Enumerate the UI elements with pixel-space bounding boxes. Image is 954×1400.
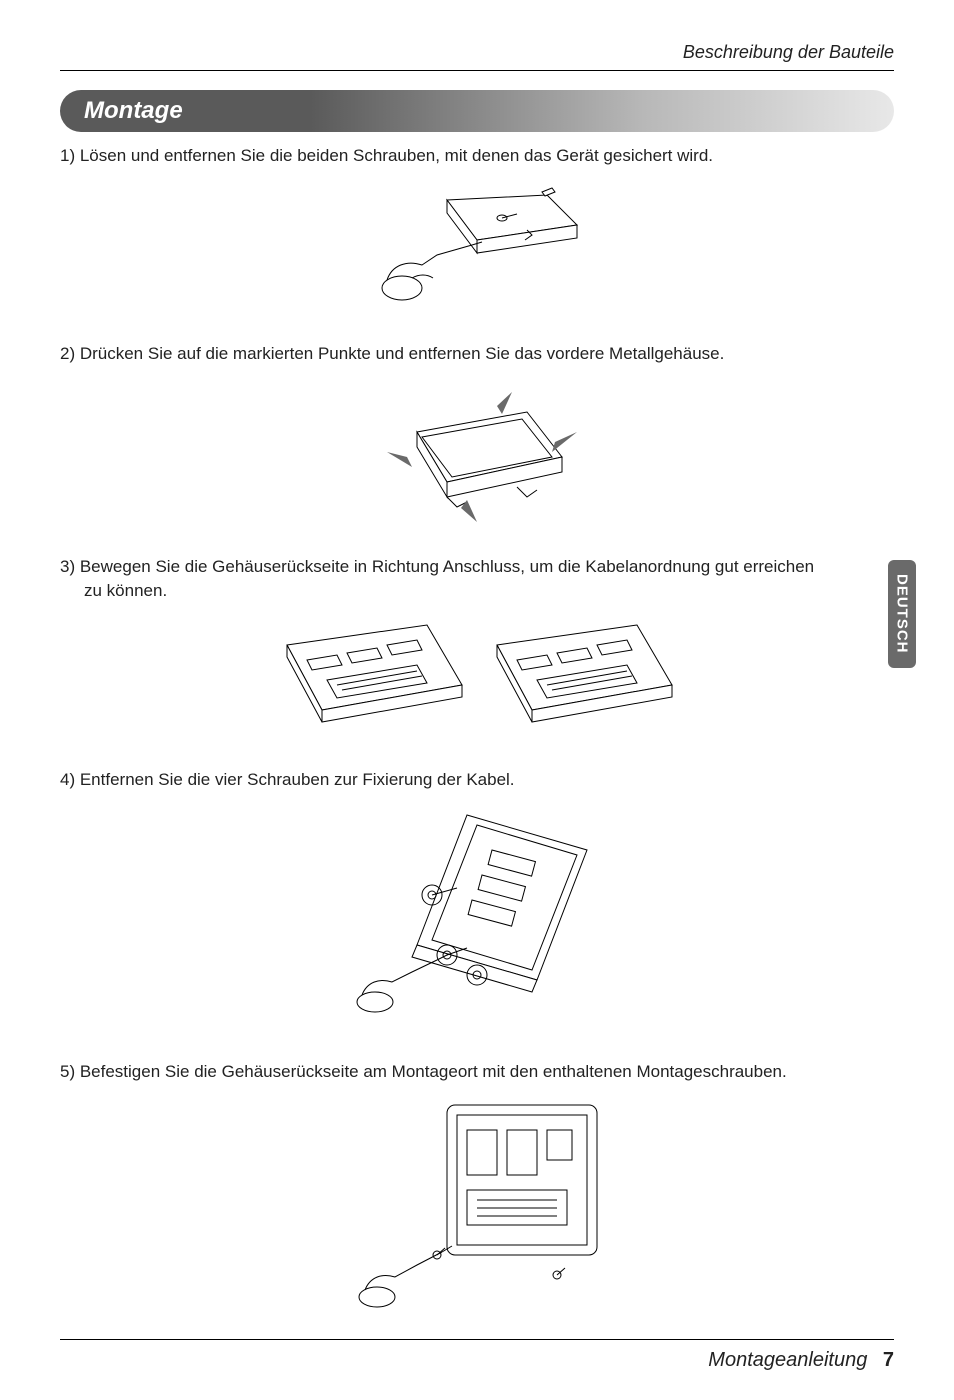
footer-title: Montageanleitung <box>708 1349 867 1371</box>
step-3-line2: zu können. <box>60 579 894 603</box>
step-5-text: 5) Befestigen Sie die Gehäuserückseite a… <box>60 1060 894 1084</box>
illustration-step-3 <box>267 605 687 745</box>
step-4-text: 4) Entfernen Sie die vier Schrauben zur … <box>60 768 894 792</box>
step-3-text: 3) Bewegen Sie die Gehäuserückseite in R… <box>60 555 894 603</box>
step-1-text: 1) Lösen und entfernen Sie die beiden Sc… <box>60 144 894 168</box>
page-number: 7 <box>883 1349 894 1371</box>
step-2-text: 2) Drücken Sie auf die markierten Punkte… <box>60 342 894 366</box>
illustration-step-2 <box>337 372 617 537</box>
footer-text: Montageanleitung 7 <box>708 1349 894 1372</box>
step-3-line1: 3) Bewegen Sie die Gehäuserückseite in R… <box>60 557 814 576</box>
language-label: DEUTSCH <box>894 574 911 654</box>
header-subtitle: Beschreibung der Bauteile <box>683 42 894 63</box>
section-heading: Montage <box>60 90 894 132</box>
language-tab: DEUTSCH <box>888 560 916 668</box>
section-title: Montage <box>84 97 183 125</box>
illustration-step-1 <box>327 170 627 320</box>
footer-divider <box>60 1339 894 1340</box>
illustration-step-5 <box>337 1090 617 1320</box>
illustration-step-4 <box>337 800 617 1040</box>
header-divider <box>60 70 894 71</box>
